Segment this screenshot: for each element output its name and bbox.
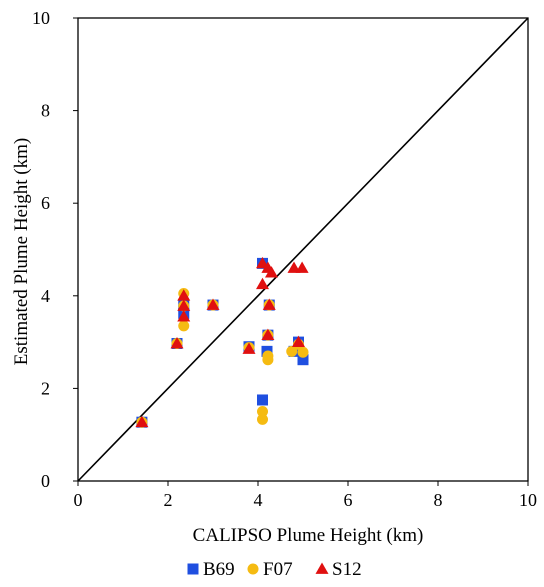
data-point-s12 [135, 415, 149, 428]
data-point-s12 [177, 310, 191, 322]
legend: B69 F07 S12 [187, 559, 362, 580]
data-point-s12 [261, 328, 275, 341]
y-tick-label: 10 [32, 8, 50, 28]
x-tick-label: 0 [74, 490, 83, 510]
x-tick-label: 6 [344, 490, 353, 510]
data-point-s12 [206, 298, 220, 310]
y-tick-label: 4 [41, 286, 50, 306]
data-point-s12 [170, 336, 184, 349]
data-point-s12 [242, 342, 256, 354]
y-axis-title: Estimated Plume Height (km) [11, 138, 32, 365]
x-tick-label: 4 [254, 490, 263, 510]
one-to-one-line [77, 17, 529, 482]
x-tick-label: 2 [164, 490, 173, 510]
series-f07 [136, 287, 309, 428]
axis-labels: CALIPSO Plume Height (km) Estimated Plum… [11, 138, 423, 546]
data-point-f07 [257, 406, 268, 418]
y-tick-label: 8 [41, 101, 50, 121]
data-point-s12 [292, 335, 305, 347]
legend-marker-s12 [315, 562, 329, 574]
series-b69 [136, 257, 309, 428]
y-tick-label: 0 [41, 471, 50, 491]
x-tick-label: 8 [434, 490, 443, 510]
legend-label-b69: B69 [203, 559, 235, 580]
x-axis-title: CALIPSO Plume Height (km) [193, 525, 424, 546]
data-point-b69 [257, 394, 268, 406]
x-tick-label: 10 [519, 490, 537, 510]
data-point-s12 [262, 298, 276, 310]
legend-label-s12: S12 [332, 559, 362, 580]
series-s12 [135, 256, 309, 428]
data-point-f07 [257, 413, 268, 425]
data-point-f07 [262, 354, 274, 366]
legend-label-f07: F07 [263, 559, 293, 580]
plot-frame [77, 17, 529, 482]
data-point-b69 [297, 354, 309, 366]
data-point-s12 [177, 299, 191, 311]
legend-marker-b69 [187, 563, 199, 575]
data-point-s12 [256, 277, 269, 290]
y-tick-label: 6 [41, 193, 50, 213]
data-point-s12 [265, 266, 278, 278]
data-point-f07 [286, 345, 298, 357]
legend-marker-f07 [247, 563, 259, 575]
data-point-s12 [177, 289, 191, 301]
y-tick-label: 2 [41, 378, 50, 398]
data-point-f07 [178, 320, 190, 332]
data-point-s12 [295, 261, 309, 273]
